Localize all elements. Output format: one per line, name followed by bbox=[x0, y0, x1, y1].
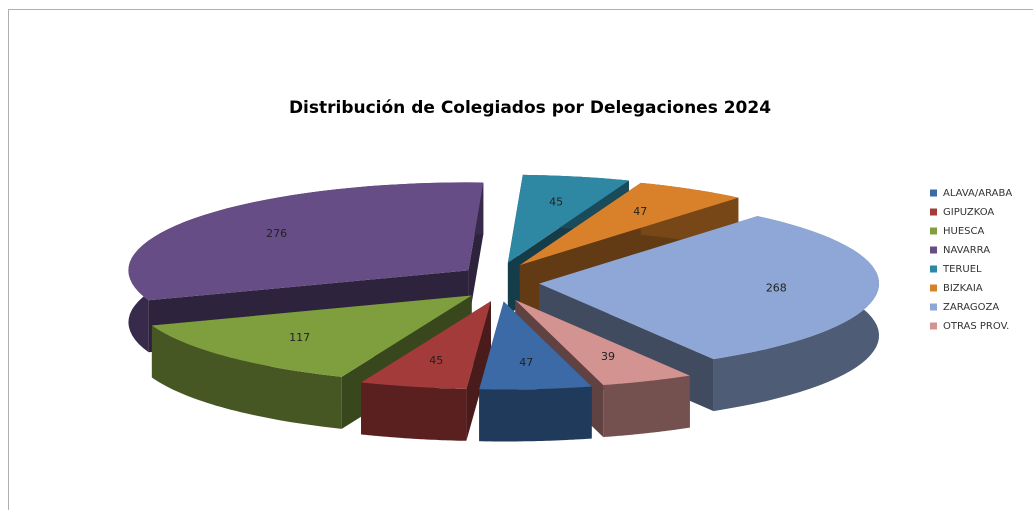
pie-slice bbox=[507, 174, 629, 263]
pie-slice-group: 45 bbox=[361, 301, 491, 441]
legend-label: NAVARRA bbox=[943, 245, 990, 256]
legend-swatch bbox=[930, 189, 937, 197]
pie-slice bbox=[361, 301, 491, 389]
pie-slice-group: 47 bbox=[479, 301, 592, 442]
data-label: 276 bbox=[266, 227, 287, 240]
legend-label: ZARAGOZA bbox=[943, 302, 999, 313]
legend-label: HUESCA bbox=[943, 226, 984, 237]
slice-wall bbox=[361, 382, 467, 441]
data-label: 268 bbox=[766, 281, 787, 294]
legend-label: ALAVA/ARABA bbox=[943, 188, 1012, 199]
legend-swatch bbox=[930, 284, 937, 292]
slice-wall bbox=[603, 375, 690, 438]
legend-label: OTRAS PROV. bbox=[943, 321, 1009, 332]
slice-wall bbox=[151, 325, 342, 429]
pie-slice bbox=[519, 182, 739, 266]
chart-title: Distribución de Colegiados por Delegacio… bbox=[289, 98, 771, 118]
legend-label: BIZKAIA bbox=[943, 283, 983, 294]
data-label: 47 bbox=[519, 356, 533, 369]
data-label: 45 bbox=[549, 195, 563, 208]
pie-slice bbox=[151, 295, 472, 377]
legend-swatch bbox=[930, 322, 937, 330]
data-label: 47 bbox=[633, 205, 647, 218]
legend-swatch bbox=[930, 303, 937, 311]
pie-slice bbox=[479, 301, 592, 390]
data-label: 39 bbox=[601, 350, 615, 363]
slice-wall bbox=[479, 386, 592, 442]
legend-swatch bbox=[930, 265, 937, 273]
legend-swatch bbox=[930, 208, 937, 216]
legend-label: TERUEL bbox=[942, 264, 982, 275]
legend-swatch bbox=[930, 246, 937, 254]
pie-slice bbox=[515, 300, 690, 386]
pie-slice bbox=[539, 216, 879, 360]
pie-slice bbox=[128, 182, 484, 301]
data-label: 45 bbox=[429, 354, 443, 367]
data-label: 117 bbox=[289, 331, 310, 344]
legend-swatch bbox=[930, 227, 937, 235]
legend-label: GIPUZKOA bbox=[943, 207, 994, 218]
